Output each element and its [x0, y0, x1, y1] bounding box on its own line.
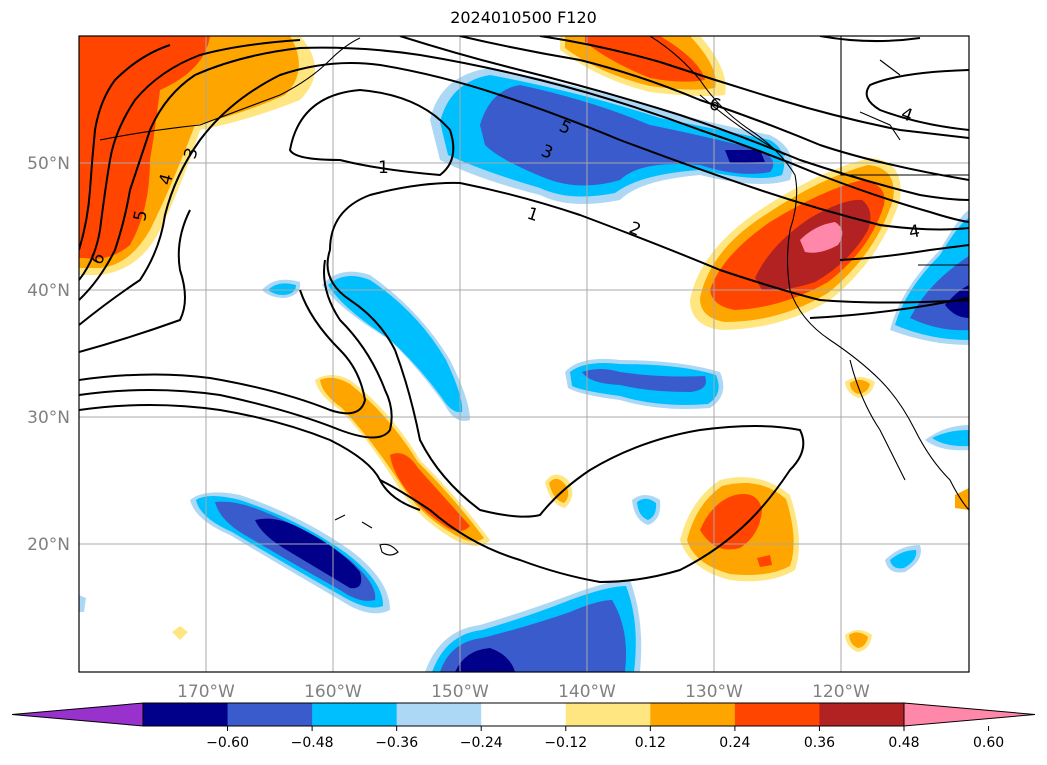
colorbar-tick-label: 0.48 — [888, 735, 919, 751]
lon-label: 140°W — [558, 682, 616, 702]
colorbar-segment — [143, 703, 229, 726]
lat-label: 20°N — [27, 535, 70, 555]
contour-label: 4 — [156, 172, 178, 188]
colorbar-frame — [142, 702, 905, 727]
colorbar-segment — [650, 703, 736, 726]
lon-label: 160°W — [304, 682, 362, 702]
contour-label: 5 — [130, 209, 152, 223]
colorbar-segment — [312, 703, 398, 726]
lat-label: 40°N — [27, 281, 70, 301]
contours — [79, 36, 969, 584]
colorbar-tick-label: 0.36 — [804, 735, 835, 751]
colorbar-segment — [819, 703, 905, 726]
longitude-labels: 170°W 160°W 150°W 140°W 130°W 120°W — [177, 682, 870, 702]
colorbar-tick-label: −0.12 — [544, 735, 587, 751]
colorbar-extend-high — [903, 702, 1036, 727]
contour-label: 3 — [181, 146, 203, 162]
colorbar-tick-label: −0.24 — [460, 735, 503, 751]
colorbar-tick-label: −0.36 — [375, 735, 418, 751]
colorbar-segment — [481, 703, 567, 726]
colorbar: −0.60 −0.48 −0.36 −0.24 −0.12 0.12 0.24 0.36 0.4… — [11, 702, 1036, 751]
lon-label: 120°W — [812, 682, 870, 702]
colorbar-segment — [734, 703, 820, 726]
map-frame — [78, 35, 970, 673]
shaded-anomalies — [79, 36, 969, 672]
lon-label: 170°W — [177, 682, 235, 702]
lat-label: 50°N — [27, 154, 70, 174]
contour-label: 4 — [907, 221, 921, 243]
lat-label: 30°N — [27, 408, 70, 428]
lon-label: 150°W — [431, 682, 489, 702]
colorbar-segment — [227, 703, 313, 726]
colorbar-tick-label: −0.60 — [206, 735, 249, 751]
colorbar-tick-label: −0.48 — [291, 735, 334, 751]
contour-label: 1 — [378, 158, 389, 178]
lon-label: 130°W — [685, 682, 743, 702]
colorbar-tick-label: 0.24 — [719, 735, 750, 751]
colorbar-tick-label: 0.12 — [635, 735, 666, 751]
colorbar-extend-low — [11, 702, 144, 727]
map-title: 2024010500 F120 — [450, 8, 597, 27]
colorbar-tick-label: 0.60 — [973, 735, 1004, 751]
latitude-labels: 50°N 40°N 30°N 20°N — [27, 154, 70, 555]
colorbar-segment — [396, 703, 482, 726]
colorbar-segment — [565, 703, 651, 726]
